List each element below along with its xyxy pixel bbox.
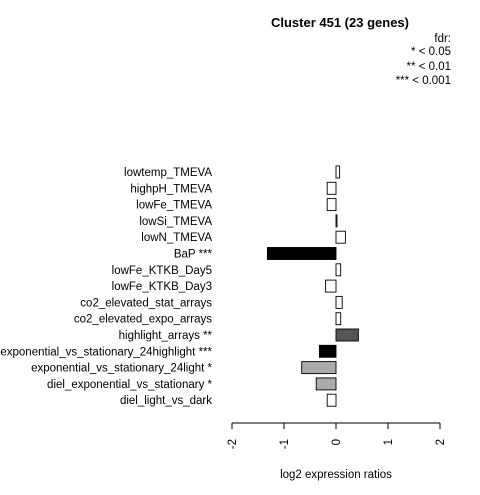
category-label-13: diel_exponential_vs_stationary * (47, 379, 212, 391)
x-axis-title: log2 expression ratios (280, 469, 392, 481)
category-label-2: lowFe_TMEVA (136, 200, 212, 212)
bar-8 (335, 295, 343, 309)
bar-6 (335, 263, 342, 277)
bar-1 (326, 181, 337, 195)
category-label-9: co2_elevated_expo_arrays (74, 314, 212, 326)
bar-13 (315, 377, 337, 391)
category-label-4: lowN_TMEVA (141, 232, 212, 244)
bar-3 (335, 214, 338, 228)
bar-11 (318, 344, 337, 358)
bar-0 (335, 165, 341, 179)
category-label-1: highpH_TMEVA (130, 183, 212, 195)
plot-area: lowtemp_TMEVA highpH_TMEVA lowFe_TMEVA lowS… (0, 165, 359, 407)
category-label-5: BaP *** (174, 249, 213, 261)
legend: fdr: * < 0.05 ** < 0.01 *** < 0.001 (396, 33, 451, 87)
category-label-7: lowFe_KTKB_Day3 (112, 281, 212, 293)
category-label-8: co2_elevated_stat_arrays (80, 297, 212, 309)
x-tick-label-3: 1 (383, 439, 395, 445)
bar-7 (325, 279, 337, 293)
x-tick-label-4: 2 (435, 439, 447, 445)
category-label-3: lowSi_TMEVA (139, 216, 212, 228)
bar-12 (301, 361, 337, 375)
category-label-0: lowtemp_TMEVA (124, 167, 212, 179)
legend-entry-2: ** < 0.01 (407, 61, 451, 73)
category-label-11: exponential_vs_stationary_24highlight **… (0, 346, 212, 358)
bar-9 (335, 312, 342, 326)
legend-title: fdr: (434, 33, 451, 45)
bar-5 (266, 247, 337, 260)
category-label-12: exponential_vs_stationary_24light * (31, 363, 212, 375)
bar-2 (326, 198, 337, 212)
category-label-6: lowFe_KTKB_Day5 (112, 265, 212, 277)
legend-entry-3: *** < 0.001 (396, 75, 451, 87)
category-label-10: highlight_arrays ** (119, 330, 213, 342)
bar-4 (335, 230, 346, 244)
legend-entry-1: * < 0.05 (411, 46, 451, 58)
chart-title: Cluster 451 (23 genes) (271, 15, 409, 30)
category-label-14: diel_light_vs_dark (120, 395, 212, 407)
x-tick-label-2: 0 (331, 439, 343, 445)
bar-14 (326, 393, 337, 407)
x-tick-label-1: -1 (279, 439, 291, 449)
x-axis: -2 -1 0 1 2 (227, 422, 447, 449)
x-tick-label-0: -2 (227, 439, 239, 449)
bar-10 (335, 328, 359, 342)
